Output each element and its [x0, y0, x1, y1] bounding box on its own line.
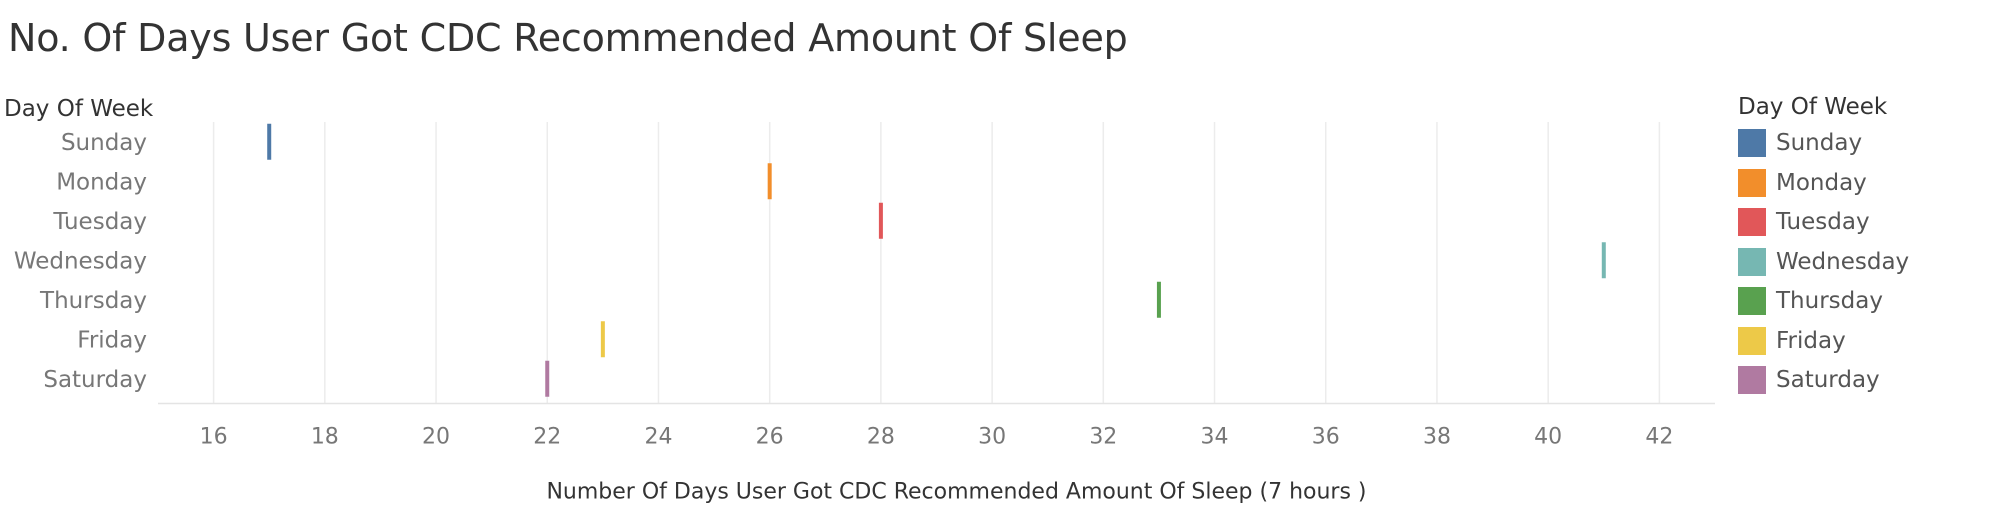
gantt-mark [767, 163, 772, 200]
legend-label: Tuesday [1776, 209, 1870, 235]
legend-item: Friday [1738, 326, 1846, 356]
row-header: Day Of Week [4, 96, 154, 122]
legend: Day Of Week Sunday Monday Tuesday Wednesday… [1738, 94, 1909, 394]
x-tick-label: 16 [200, 425, 228, 450]
legend-title: Day Of Week [1738, 94, 1888, 120]
legend-item: Thursday [1738, 286, 1883, 316]
legend-item: Sunday [1738, 128, 1862, 158]
x-tick-label: 34 [1201, 425, 1229, 450]
x-tick-label: 36 [1312, 425, 1340, 450]
x-tick-label: 32 [1089, 425, 1117, 450]
x-tick-label: 42 [1645, 425, 1673, 450]
legend-item: Wednesday [1738, 247, 1909, 277]
legend-swatch [1738, 208, 1766, 236]
x-tick-label: 30 [978, 425, 1006, 450]
x-tick-label: 38 [1423, 425, 1451, 450]
legend-swatch [1738, 287, 1766, 315]
chart-title: No. Of Days User Got CDC Recommended Amo… [8, 16, 1128, 60]
legend-swatch [1738, 168, 1766, 197]
x-axis-title: Number Of Days User Got CDC Recommended … [546, 480, 1366, 505]
legend-label: Wednesday [1776, 248, 1910, 275]
legend-swatch [1738, 129, 1766, 157]
x-tick-label: 20 [422, 425, 450, 450]
category-label: Wednesday [14, 248, 147, 274]
legend-swatch [1738, 366, 1766, 394]
legend-label: Friday [1776, 327, 1846, 354]
gantt-mark [267, 123, 272, 160]
category-label: Sunday [61, 130, 147, 156]
x-tick-label: 26 [756, 425, 784, 450]
category-label: Saturday [43, 367, 147, 393]
legend-item: Saturday [1738, 365, 1880, 395]
category-label: Thursday [39, 288, 147, 314]
legend-swatch [1738, 247, 1766, 276]
legend-label: Monday [1776, 169, 1867, 196]
x-tick-label: 28 [867, 425, 895, 450]
x-tick-label: 40 [1534, 425, 1562, 450]
x-tick-label: 24 [644, 425, 672, 450]
gantt-mark [1156, 281, 1161, 318]
x-tick-label: 22 [533, 425, 561, 450]
x-tick-label: 18 [311, 425, 339, 450]
legend-label: Saturday [1776, 367, 1880, 393]
gantt-mark [545, 360, 550, 397]
category-label: Tuesday [52, 209, 147, 235]
legend-label: Thursday [1776, 288, 1883, 314]
category-label: Friday [77, 327, 147, 353]
gantt-mark [600, 321, 605, 358]
legend-item: Monday [1738, 168, 1867, 198]
gantt-mark [878, 202, 883, 239]
gantt-mark [1601, 242, 1606, 279]
legend-swatch [1738, 326, 1766, 355]
category-label: Monday [56, 169, 147, 195]
legend-label: Sunday [1776, 130, 1863, 156]
legend-item: Tuesday [1738, 207, 1870, 237]
